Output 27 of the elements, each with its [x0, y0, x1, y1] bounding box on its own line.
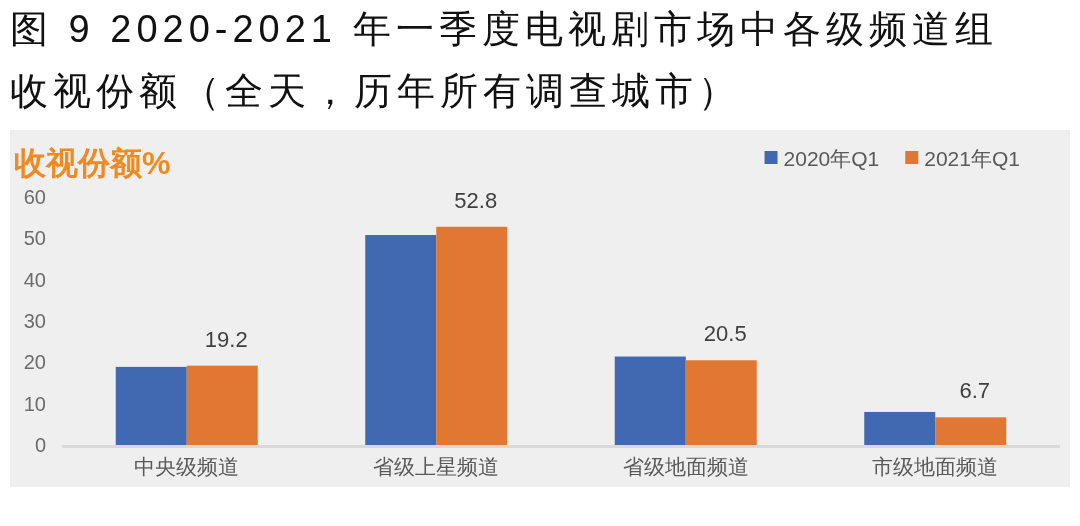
x-tick-label: 省级地面频道 — [622, 455, 749, 478]
x-tick-label: 省级上星频道 — [373, 455, 500, 478]
y-axis-title: 收视份额% — [14, 145, 171, 181]
bar — [614, 356, 686, 445]
chart-title: 图 9 2020-2021 年一季度电视剧市场中各级频道组收视份额（全天，历年所有调查城市） — [10, 7, 999, 114]
x-tick-label: 中央级频道 — [134, 455, 240, 478]
bar — [935, 417, 1007, 445]
y-tick-label: 40 — [23, 268, 46, 291]
bar — [186, 365, 258, 445]
bar — [365, 235, 437, 445]
bar — [864, 411, 936, 445]
data-label: 6.7 — [959, 378, 991, 404]
x-tick-label: 市级地面频道 — [872, 455, 999, 478]
bar — [115, 366, 187, 445]
data-label: 20.5 — [703, 321, 747, 347]
y-tick-label: 50 — [23, 227, 46, 250]
y-tick-label: 0 — [34, 434, 46, 456]
legend-label: 2021年Q1 — [924, 146, 1020, 170]
y-tick-label: 60 — [23, 186, 46, 208]
y-tick-label: 10 — [23, 392, 46, 415]
bar — [685, 360, 757, 445]
y-tick-label: 20 — [23, 351, 46, 374]
data-label: 19.2 — [204, 326, 248, 352]
data-label: 52.8 — [454, 187, 498, 213]
y-tick-label: 30 — [23, 310, 46, 332]
bar — [436, 226, 508, 445]
legend-label: 2020年Q1 — [783, 146, 880, 170]
